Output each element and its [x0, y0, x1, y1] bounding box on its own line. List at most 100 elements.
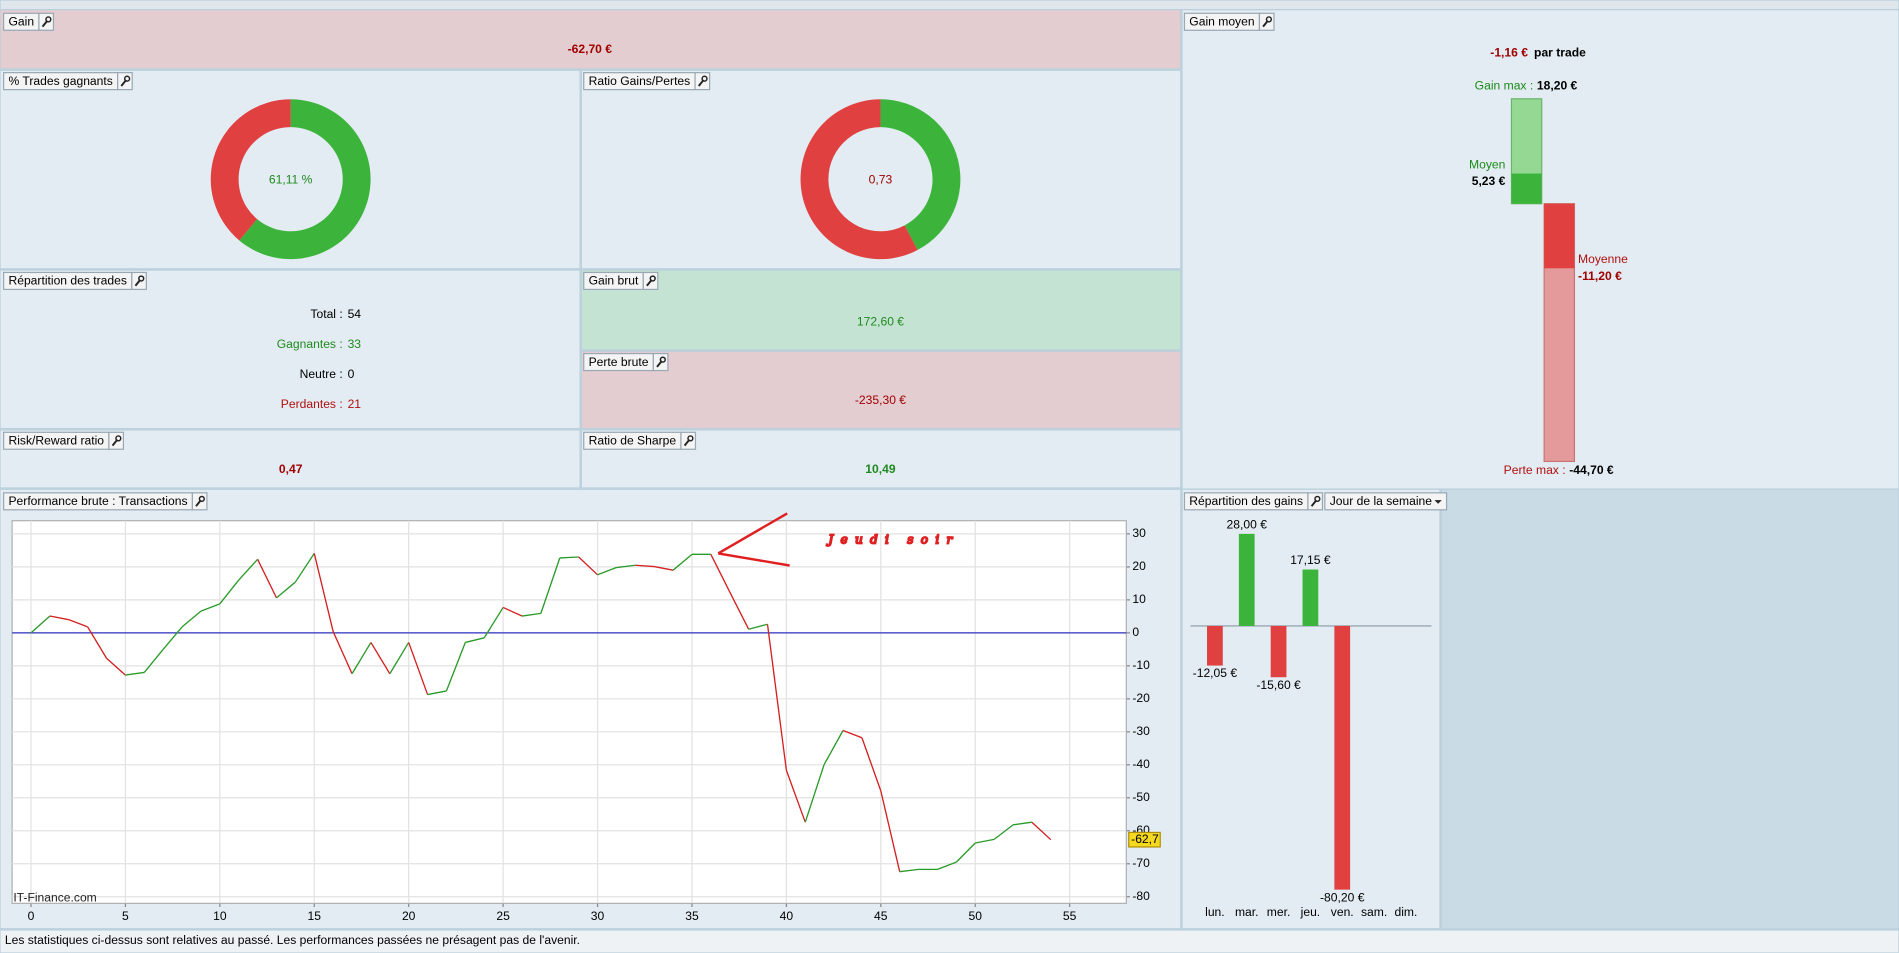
perte-brute-value: -235,30 €	[855, 393, 906, 407]
x-tick-label: 5	[122, 909, 129, 923]
y-tick-label: -40	[1132, 757, 1150, 771]
x-tick-label: 30	[591, 909, 605, 923]
performance-segment	[483, 607, 504, 639]
performance-segment	[521, 612, 541, 617]
performance-segment	[1012, 821, 1032, 826]
performance-wrench-head	[198, 495, 205, 503]
performance-segment	[465, 637, 485, 644]
annotation-text: Jeudi soir	[825, 533, 959, 547]
performance-segment	[635, 564, 655, 568]
y-tick-label: -80	[1132, 889, 1150, 903]
performance-segment	[389, 642, 410, 675]
performance-segment	[219, 579, 240, 605]
period-selector-text: Jour de la semaine	[1330, 494, 1433, 508]
weekday-label: mar.	[1235, 905, 1259, 919]
annotation-arrow	[717, 512, 790, 567]
donut-gain-arc	[880, 99, 961, 250]
performance-segment	[559, 556, 579, 559]
performance-segment	[427, 690, 447, 696]
performance-segment	[445, 642, 466, 692]
performance-segment	[540, 557, 561, 614]
x-tick-label: 50	[968, 909, 982, 923]
gain-brut-wrench-head	[649, 275, 656, 282]
performance-segment	[766, 624, 788, 771]
performance-segment	[162, 626, 183, 650]
x-tick-label: 55	[1063, 909, 1077, 923]
repartition-wrench-head	[138, 275, 145, 282]
repartition-label: Perdantes :	[281, 397, 343, 411]
gain-moyen-title: Gain moyen	[1189, 15, 1254, 29]
performance-segment	[106, 657, 126, 676]
trades-value: 61,11 %	[269, 173, 313, 187]
weekday-value-label: 17,15 €	[1290, 553, 1331, 567]
performance-segment	[748, 623, 768, 630]
performance-segment	[993, 824, 1014, 840]
repartition-value: 0	[348, 367, 355, 381]
weekday-bar	[1207, 625, 1223, 666]
weekday-bar	[1302, 569, 1319, 626]
gain-max-label-name: Gain max :	[1475, 79, 1534, 93]
repartition-value: 33	[348, 337, 362, 351]
y-tick-label: 30	[1132, 526, 1146, 540]
perte-brute-title: Perte brute	[589, 355, 649, 369]
gain-wrench-head	[45, 16, 52, 23]
moyenne-name: Moyenne	[1578, 252, 1628, 266]
y-tick-label: -10	[1132, 658, 1150, 672]
repartition-label: Neutre :	[300, 367, 343, 381]
weekday-label: dim.	[1394, 905, 1417, 919]
performance-segment	[899, 868, 919, 873]
footer-bar	[0, 929, 1899, 953]
repartition-label: Gagnantes :	[277, 337, 343, 351]
empty-panel	[1440, 488, 1899, 930]
repartition-panel	[0, 269, 581, 430]
perte-max-label-value: -44,70 €	[1569, 463, 1614, 477]
gain-moyen-panel	[1181, 9, 1899, 490]
weekday-value-label: -15,60 €	[1256, 678, 1301, 692]
gain-moyen-title: -1,16 € par trade	[1490, 45, 1586, 59]
performance-segment	[181, 610, 202, 628]
weekday-title: Répartition des gains	[1189, 494, 1303, 508]
performance-segment	[975, 838, 995, 844]
gain-brut-value: 172,60 €	[857, 314, 904, 328]
window-strip	[0, 0, 1899, 11]
weekday-label: sam.	[1361, 905, 1387, 919]
performance-segment	[351, 642, 372, 675]
sharpe-title: Ratio de Sharpe	[589, 434, 677, 448]
perte-max-label-name: Perte max :	[1504, 463, 1566, 477]
performance-segment	[294, 552, 315, 583]
gain-brut-title: Gain brut	[589, 274, 639, 288]
x-tick-label: 35	[685, 909, 699, 923]
gain-moyen-wrench-head	[1265, 16, 1273, 23]
donut-loss-arc	[210, 99, 291, 241]
performance-segment	[30, 615, 51, 634]
ratio-title: Ratio Gains/Pertes	[589, 74, 691, 88]
gain-moyen-suffix: par trade	[1534, 45, 1586, 59]
performance-segment	[332, 631, 353, 675]
trades-title: % Trades gagnants	[8, 74, 112, 88]
y-tick-label: -70	[1132, 856, 1150, 870]
perte-brute-wrench-head	[659, 356, 666, 363]
repartition-title: Répartition des trades	[8, 274, 126, 288]
gain-max-label-value: 18,20 €	[1537, 79, 1578, 93]
average-bar	[1544, 203, 1575, 269]
weekday-panel	[1181, 488, 1441, 930]
gain-title: Gain	[8, 15, 34, 29]
performance-segment	[313, 553, 334, 632]
period-selector[interactable]	[1324, 492, 1448, 511]
performance-segment	[804, 764, 825, 823]
performance-segment	[937, 861, 957, 870]
footer-text: Les statistiques ci-dessus sont relative…	[5, 933, 580, 947]
repartition-value: 21	[348, 397, 362, 411]
last-value-label: -62,7	[1131, 832, 1159, 846]
plot-area	[11, 520, 1127, 904]
performance-segment	[370, 642, 391, 675]
performance-segment	[823, 730, 844, 765]
performance-segment	[125, 671, 145, 676]
x-tick-label: 0	[28, 909, 35, 923]
weekday-bar	[1270, 625, 1287, 678]
performance-segment	[578, 556, 599, 576]
performance-segment	[880, 790, 901, 872]
performance-title: Performance brute : Transactions	[8, 494, 187, 508]
trades-wrench-head	[123, 75, 131, 82]
